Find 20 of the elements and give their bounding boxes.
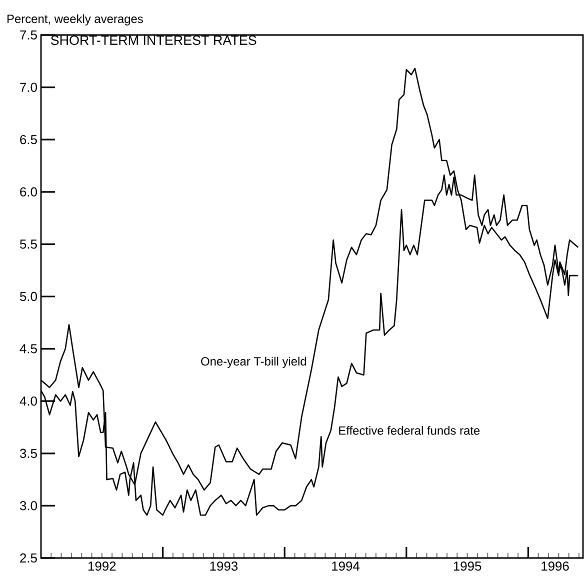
x-tick-label: 1996 <box>542 562 569 571</box>
y-tick-label: 5.5 <box>20 240 37 249</box>
y-tick-label: 3.5 <box>20 448 37 458</box>
y-tick-label: 2.5 <box>20 553 37 563</box>
y-tick-label: 4.0 <box>20 396 37 406</box>
y-axis-title: Percent, weekly averages <box>8 14 143 26</box>
y-tick-label: 4.5 <box>20 344 37 354</box>
chart-title: SHORT-TERM INTEREST RATES <box>50 35 256 45</box>
x-tick-label: 1995 <box>454 562 482 571</box>
y-tick-label: 7.5 <box>20 30 37 40</box>
series-label: One-year T-bill yield <box>201 356 306 368</box>
y-tick-label: 5.0 <box>20 292 37 302</box>
y-tick-label: 7.0 <box>20 82 37 92</box>
x-tick-label: 1994 <box>332 562 360 571</box>
x-tick-label: 1993 <box>210 562 238 571</box>
series-label: Effective federal funds rate <box>339 426 480 435</box>
y-tick-label: 6.0 <box>20 187 37 196</box>
y-tick-label: 3.0 <box>20 501 37 510</box>
y-tick-label: 6.5 <box>20 135 37 144</box>
x-tick-label: 1992 <box>88 562 116 571</box>
